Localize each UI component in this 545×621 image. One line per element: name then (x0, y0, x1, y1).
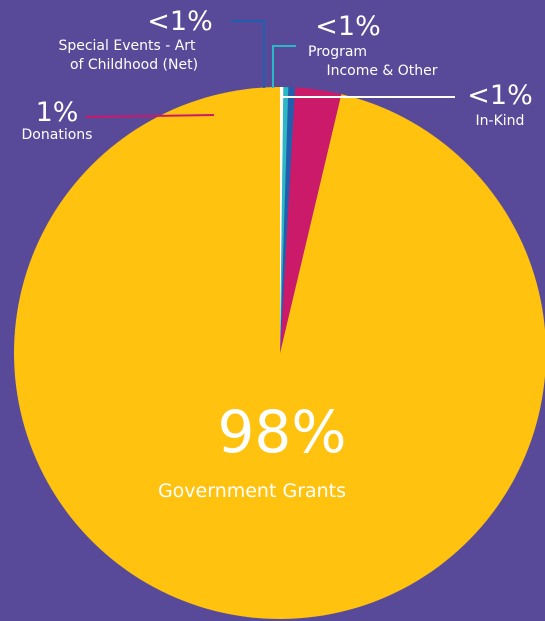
special-events-percent-label: <1% (147, 6, 212, 37)
pie-slice-in-kind (280, 87, 284, 353)
government-category-label: Government Grants (158, 480, 346, 502)
donations-leader-line (85, 114, 215, 118)
in-kind-category-label: In-Kind (476, 113, 525, 129)
pie-slice-special-events-art-of-childhood-net (280, 87, 296, 353)
government-percent-label: 98% (218, 398, 347, 466)
pie-slice-program-income-other (280, 87, 289, 354)
donations-percent-label: 1% (36, 97, 79, 128)
special-events-leader-line (231, 20, 265, 88)
special-events-category-label-line1: Special Events - Art (58, 38, 196, 54)
pie-slice-donations (280, 87, 342, 354)
program-income-percent-label: <1% (315, 11, 380, 42)
program-income-category-label-line1: Program (308, 44, 367, 60)
in-kind-percent-label: <1% (467, 80, 532, 111)
donations-category-label: Donations (22, 127, 93, 143)
program-income-category-label-line2: Income & Other (326, 63, 437, 79)
pie-slice-government-grants (14, 87, 545, 619)
special-events-category-label-line2: of Childhood (Net) (70, 57, 198, 73)
program-income-leader-line (272, 45, 296, 88)
pie-slices (14, 87, 545, 619)
